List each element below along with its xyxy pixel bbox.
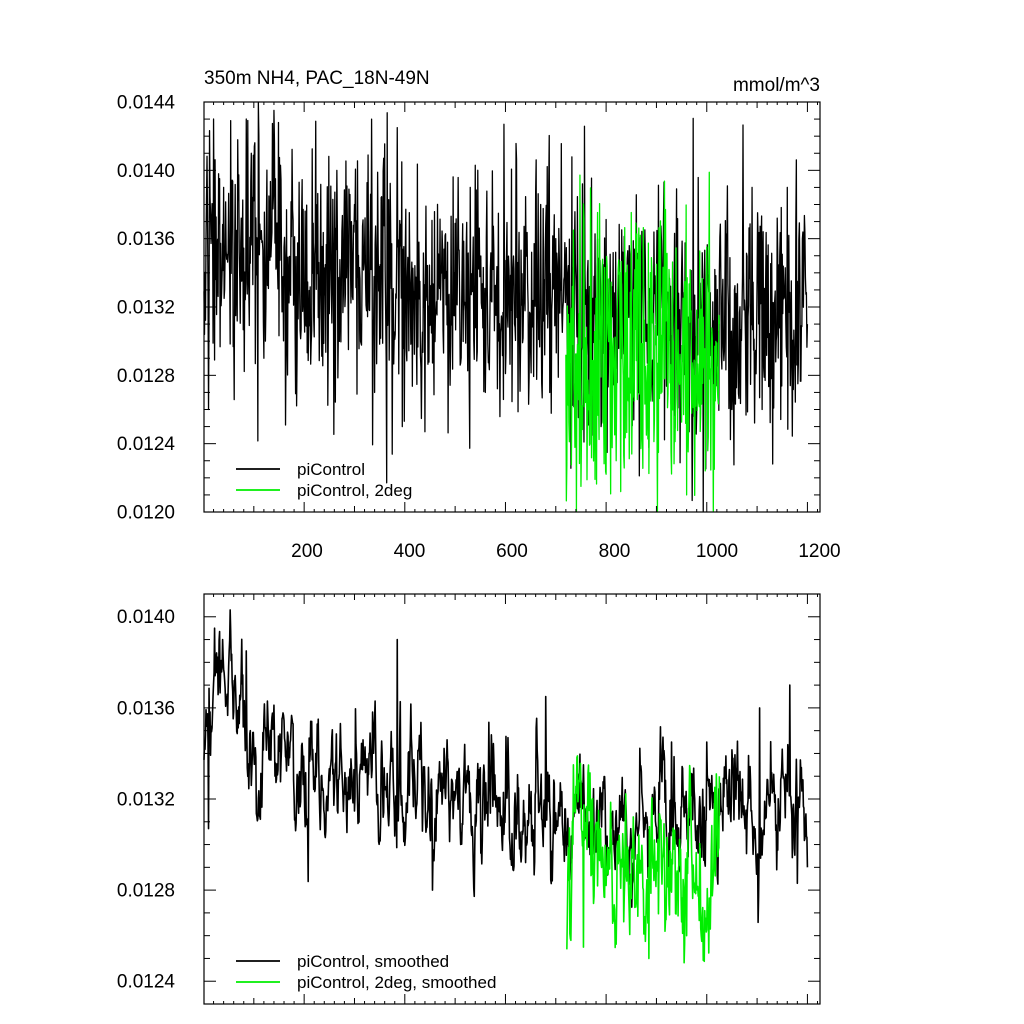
bottom-y-tick-labels: 0.0124 0.0128 0.0132 0.0136 0.0140: [117, 607, 176, 993]
top-x-tick-label: 600: [496, 541, 528, 562]
bottom-panel: 0.0124 0.0128 0.0132 0.0136 0.0140 piCon…: [117, 593, 821, 1005]
top-x-tick-label: 1000: [696, 541, 738, 562]
top-y-tick-label: 0.0124: [117, 434, 176, 455]
bottom-y-tick-label: 0.0128: [117, 881, 175, 902]
top-series-line-black: [203, 102, 809, 512]
bottom-series-line-black: [203, 609, 809, 924]
top-x-tick-labels: 200 400 600 800 1000 1200: [291, 541, 840, 562]
top-panel: 350m NH4, PAC_18N-49N mmol/m^3 0.0120 0.…: [117, 68, 841, 562]
bottom-y-tick-label: 0.0124: [117, 972, 176, 993]
top-legend-label-picontrol: piControl: [297, 460, 365, 479]
bottom-series-line-green: [566, 755, 721, 964]
top-x-tick-label: 1200: [798, 541, 840, 562]
top-plot-frame: [203, 101, 821, 513]
bottom-y-tick-label: 0.0132: [117, 789, 175, 810]
bottom-series-group: [203, 609, 809, 964]
top-x-tick-label: 800: [599, 541, 631, 562]
bottom-legend-label-smoothed: piControl, smoothed: [297, 952, 449, 971]
top-y-tick-label: 0.0120: [117, 503, 175, 524]
bottom-y-tick-label: 0.0140: [117, 607, 175, 628]
bottom-legend-label-2deg-smoothed: piControl, 2deg, smoothed: [297, 973, 496, 992]
top-y-tick-label: 0.0136: [117, 229, 175, 250]
top-y-tick-labels: 0.0120 0.0124 0.0128 0.0132 0.0136 0.014…: [117, 93, 176, 524]
top-y-tick-label: 0.0144: [117, 93, 176, 114]
top-panel-title: 350m NH4, PAC_18N-49N: [204, 68, 430, 89]
top-y-tick-label: 0.0140: [117, 161, 175, 182]
top-series-group: [203, 102, 809, 512]
top-legend: piControl piControl, 2deg: [236, 460, 412, 500]
top-series-line-green: [565, 171, 720, 512]
top-legend-label-2deg: piControl, 2deg: [297, 481, 412, 500]
top-y-tick-label: 0.0132: [117, 298, 175, 319]
bottom-legend: piControl, smoothed piControl, 2deg, smo…: [236, 952, 496, 992]
top-y-tick-label: 0.0128: [117, 366, 175, 387]
bottom-y-tick-label: 0.0136: [117, 698, 175, 719]
top-panel-units: mmol/m^3: [733, 75, 820, 96]
top-x-tick-label: 400: [394, 541, 426, 562]
top-x-tick-label: 200: [291, 541, 323, 562]
bottom-plot-frame: [203, 593, 821, 1005]
